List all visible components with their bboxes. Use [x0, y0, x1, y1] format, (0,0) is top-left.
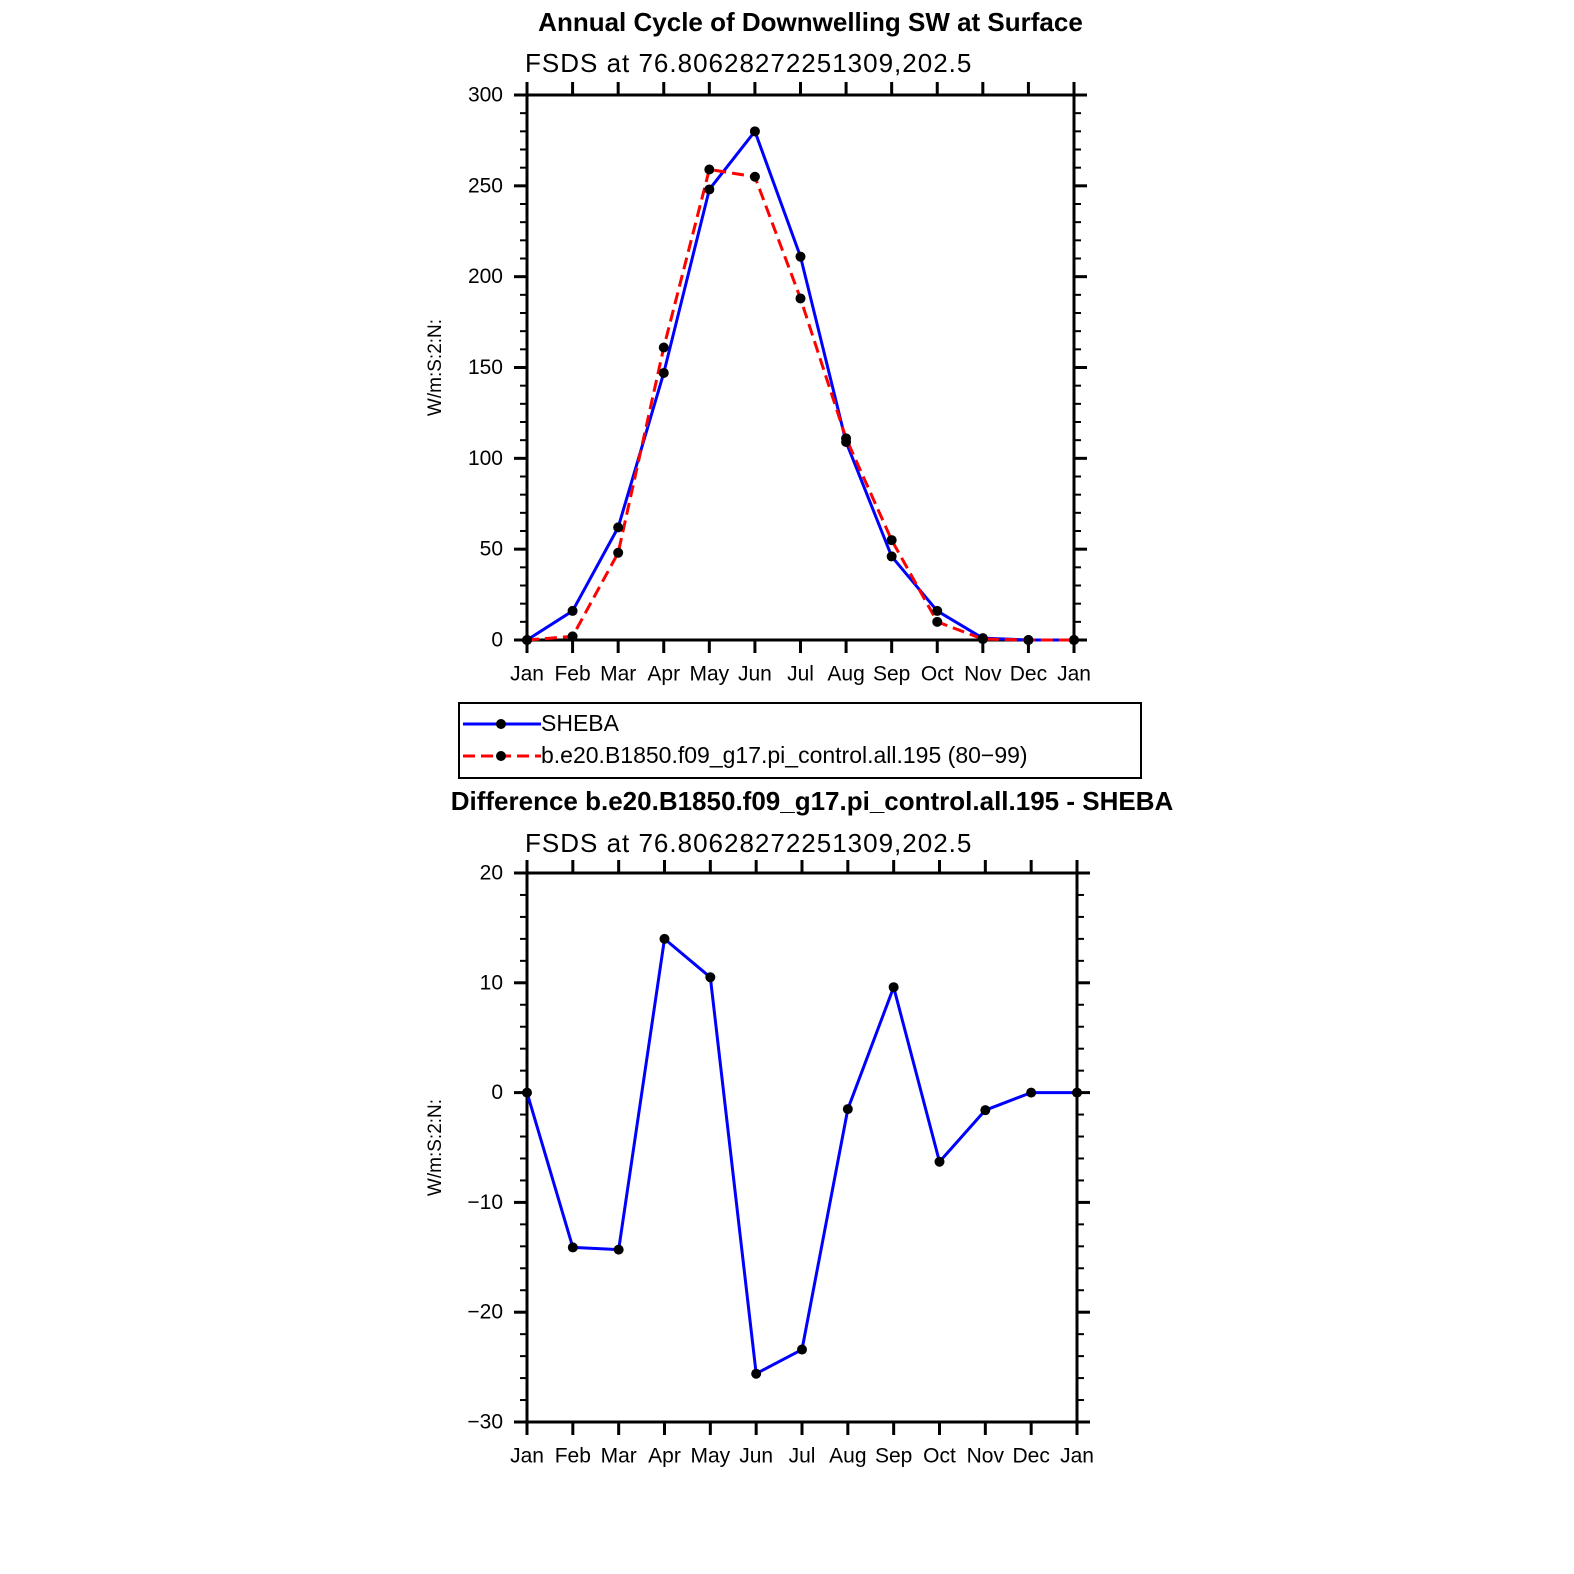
data-line [525, 937, 1077, 1376]
data-point [1026, 1087, 1037, 1098]
data-point [751, 1368, 762, 1379]
x-tick-label: Jan [510, 663, 544, 686]
y-tick-label: 250 [468, 174, 503, 197]
y-tick-label: −10 [467, 1191, 503, 1214]
data-point [567, 631, 578, 642]
data-point [795, 251, 806, 262]
data-point [797, 1344, 807, 1355]
data-point [842, 1104, 853, 1115]
chart-title: Difference b.e20.B1850.f09_g17.pi_contro… [451, 786, 1174, 816]
x-tick-label: Dec [1010, 663, 1047, 686]
x-tick-label: Apr [648, 1445, 681, 1468]
y-tick-label: 10 [480, 971, 503, 994]
x-tick-label: Jul [789, 1445, 816, 1468]
x-tick-label: Nov [964, 663, 1002, 686]
x-tick-label: Sep [873, 663, 910, 686]
x-tick-label: Jun [739, 1445, 773, 1468]
x-tick-label: Jun [738, 663, 772, 686]
data-point [704, 164, 715, 175]
legend-label: SHEBA [541, 710, 620, 736]
plot-frame [525, 93, 1076, 642]
x-tick-label: Jan [1057, 663, 1091, 686]
y-tick-label: −30 [467, 1411, 503, 1434]
x-tick-label: Apr [647, 663, 680, 686]
data-point [1023, 635, 1034, 645]
x-tick-label: Aug [827, 663, 864, 686]
x-tick-label: Feb [554, 663, 590, 686]
data-point [886, 535, 897, 546]
data-point [613, 1244, 624, 1255]
y-tick-label: −20 [467, 1301, 503, 1324]
data-point [932, 605, 943, 616]
chart-subtitle: FSDS at 76.80628272251309,202.5 [525, 48, 972, 78]
data-point [567, 1242, 578, 1253]
y-tick-label: 300 [468, 84, 503, 107]
chart-title: Annual Cycle of Downwelling SW at Surfac… [538, 7, 1083, 37]
legend-marker [496, 751, 506, 761]
y-axis-label: W/m:S:2:N: [425, 1099, 446, 1196]
data-point [934, 1156, 945, 1167]
data-point [658, 367, 669, 378]
x-tick-label: Sep [875, 1445, 912, 1468]
x-tick-label: Mar [601, 1445, 637, 1468]
y-tick-label: 150 [468, 356, 503, 379]
data-point [841, 433, 852, 444]
legend-label: b.e20.B1850.f09_g17.pi_control.all.195 (… [541, 742, 1028, 768]
data-line [526, 129, 1074, 642]
data-point [522, 635, 532, 645]
x-tick-label: Jan [510, 1445, 544, 1468]
y-axis-label: W/m:S:2:N: [425, 319, 446, 416]
x-tick-label: Aug [829, 1445, 866, 1468]
data-point [980, 1105, 991, 1116]
data-point [704, 184, 715, 195]
y-tick-label: 0 [491, 629, 503, 652]
x-tick-label: May [689, 663, 729, 686]
x-tick-label: Oct [921, 663, 954, 686]
x-tick-label: Jan [1060, 1445, 1094, 1468]
y-tick-label: 0 [491, 1081, 503, 1104]
data-point [1069, 635, 1079, 645]
legend-marker [496, 719, 506, 729]
x-tick-label: Feb [555, 1445, 591, 1468]
x-tick-label: May [690, 1445, 730, 1468]
x-tick-label: Jul [787, 663, 814, 686]
x-tick-label: Mar [600, 663, 636, 686]
data-point [1072, 1087, 1082, 1098]
y-tick-label: 50 [480, 538, 503, 561]
y-tick-label: 20 [480, 862, 503, 885]
data-line [526, 167, 1074, 642]
data-point [522, 1087, 532, 1098]
data-point [977, 634, 988, 645]
data-point [613, 547, 624, 558]
data-point [886, 551, 897, 562]
y-tick-label: 200 [468, 265, 503, 288]
data-point [613, 522, 624, 533]
data-point [567, 605, 578, 616]
x-tick-label: Dec [1012, 1445, 1049, 1468]
x-tick-label: Nov [967, 1445, 1005, 1468]
chart-subtitle: FSDS at 76.80628272251309,202.5 [525, 828, 972, 858]
data-point [795, 293, 806, 304]
data-point [749, 171, 760, 182]
data-point [749, 126, 760, 137]
data-point [659, 933, 670, 944]
data-point [888, 982, 899, 993]
x-tick-label: Oct [923, 1445, 956, 1468]
plot-frame [525, 871, 1079, 1424]
data-point [705, 972, 716, 983]
legend-box [458, 702, 1142, 779]
data-point [932, 616, 943, 627]
y-tick-label: 100 [468, 447, 503, 470]
data-point [658, 342, 669, 353]
